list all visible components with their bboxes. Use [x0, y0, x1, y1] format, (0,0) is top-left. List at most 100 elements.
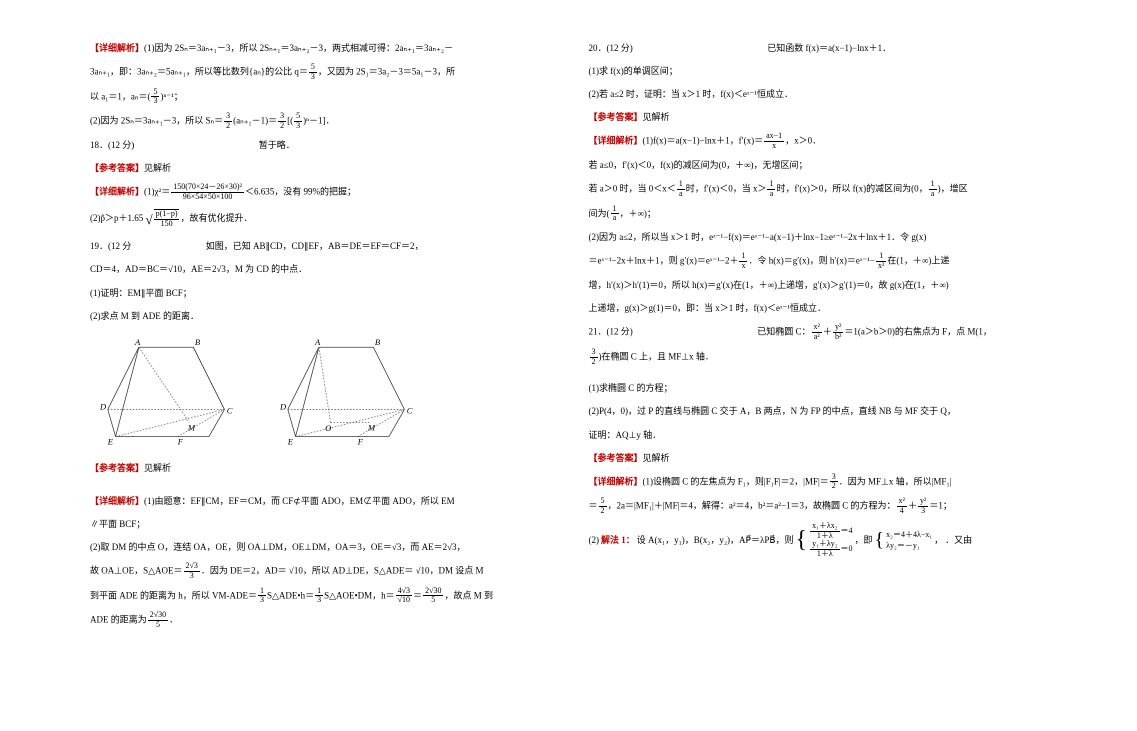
analysis-21: 【详细解析】(1)设椭圆 C 的左焦点为 F₁，则|F₁F|＝2，|MF|＝32…	[589, 473, 1028, 492]
frac-1-x: 1x	[739, 252, 747, 271]
frac: 52	[599, 497, 607, 516]
text: (2)P(4，0)，过 P 的直线与椭圆 C 交于 A，B 两点，N 为 FP …	[589, 403, 1028, 420]
svg-text:M: M	[367, 422, 376, 432]
frac: 2√305	[423, 587, 443, 606]
frac-3-2: 32	[278, 112, 286, 131]
analysis-17: 【详细解析】(1)因为 2Sₙ＝3aₙ₊₁－3，所以 2Sₙ₊₁＝3aₙ₊₂－3…	[90, 40, 529, 57]
frac-1-x2: 1x²	[876, 252, 886, 271]
text: 故 OA⊥OE，S△AOE＝2√33．因为 DE＝2，AD＝ √10，所以 AD…	[90, 562, 529, 581]
text: 若 a≤0，f′(x)＜0，f(x)的减区间为(0，＋∞)，无增区间；	[589, 157, 1028, 174]
question-20: 20．(12 分) 已知函数 f(x)＝a(x−1)−lnx＋1．	[589, 40, 1028, 57]
answer-18: 【参考答案】见解析	[90, 160, 529, 177]
text: ∥平面 BCF；	[90, 516, 529, 533]
svg-text:M: M	[187, 422, 196, 432]
text: (1)证明：EM∥平面 BCF；	[90, 285, 529, 302]
label-answer: 【参考答案】	[589, 112, 643, 122]
question-18: 18．(12 分) 暂于略．	[90, 137, 529, 154]
svg-text:O: O	[325, 423, 331, 433]
text: 以 a₁＝1，aₙ＝(53)ⁿ⁻¹；	[90, 88, 529, 107]
frac: y²b²	[833, 323, 843, 342]
text: 32)在椭圆 C 上，且 MF⊥x 轴．	[589, 348, 1028, 367]
svg-text:E: E	[107, 436, 114, 445]
text: (1)求 f(x)的单调区间；	[589, 63, 1028, 80]
frac: 13	[258, 587, 266, 606]
answer-21: 【参考答案】见解析	[589, 450, 1028, 467]
label-answer: 【参考答案】	[90, 463, 144, 473]
label-analysis: 【详细解析】	[90, 186, 144, 196]
frac: 32	[830, 473, 838, 492]
analysis-18: 【详细解析】(1)χ²＝150(70×24－26×30)²96×54×50×10…	[90, 183, 529, 202]
equation-system-2: x₂＝4＋4λ−x₁ λy₂＝－y₁	[886, 529, 932, 551]
svg-text:A: A	[314, 337, 321, 347]
frac-1-a: 1a	[767, 180, 775, 199]
text: (2)p̂＞p＋1.65 √p(1−p)150，故有优化提升．	[90, 208, 529, 233]
text: ADE 的距离为2√305．	[90, 611, 529, 630]
text: 增，h′(x)＞h′(1)＝0，所以 h(x)＝g′(x)在(1，＋∞)上递增，…	[589, 277, 1028, 294]
svg-text:D: D	[100, 401, 107, 411]
frac-5-3: 53	[151, 88, 159, 107]
label-answer: 【参考答案】	[90, 163, 144, 173]
geometry-figures: A B D C E F M A B	[100, 335, 519, 445]
text: (2)若 a≤2 时，证明：当 x＞1 时，f(x)＜eˣ⁻¹恒成立．	[589, 86, 1028, 103]
label-analysis: 【详细解析】	[90, 43, 144, 53]
text: (2)取 DM 的中点 O，连结 OA，OE，则 OA⊥DM，OE⊥DM，OA＝…	[90, 539, 529, 556]
frac-3-2: 32	[224, 112, 232, 131]
svg-text:C: C	[407, 405, 413, 415]
frac: ax−1x	[764, 132, 784, 151]
svg-text:E: E	[287, 436, 294, 445]
frac-phat: p(1−p)150	[154, 209, 180, 229]
text: (1)因为 2Sₙ＝3aₙ₊₁－3，所以 2Sₙ₊₁＝3aₙ₊₂－3，两式相减可…	[144, 43, 453, 53]
text: 3aₙ₊₁，即：3aₙ₊₂＝5aₙ₊₁，所以等比数列{aₙ}的公比 q＝53，又…	[90, 63, 529, 82]
frac: x²4	[897, 497, 907, 516]
text: (2)因为 2Sₙ＝3aₙ₊₁－3，所以 Sₙ＝32(aₙ₊₁－1)＝32[(5…	[90, 112, 529, 131]
svg-text:A: A	[134, 337, 141, 347]
svg-text:F: F	[357, 436, 364, 445]
frac: x²a²	[812, 323, 822, 342]
svg-text:D: D	[280, 401, 287, 411]
frac: 4√3√10	[396, 587, 412, 606]
frac-1-a: 1a	[929, 180, 937, 199]
text: 若 a＞0 时，当 0＜x＜1a时，f′(x)＜0，当 x＞1a时，f′(x)＞…	[589, 180, 1028, 199]
frac-1-a: 1a	[677, 180, 685, 199]
svg-text:C: C	[227, 405, 233, 415]
answer-19: 【参考答案】见解析	[90, 460, 529, 477]
text: (2)因为 a≤2，所以当 x＞1 时，eˣ⁻¹−f(x)＝eˣ⁻¹−a(x−1…	[589, 229, 1028, 246]
frac: 32	[590, 348, 598, 367]
frac: 13	[315, 587, 323, 606]
frac: 2√33	[184, 562, 200, 581]
question-21: 21．(12 分) 已知椭圆 C：x²a²＋y²b²＝1(a＞b＞0)的右焦点为…	[589, 323, 1028, 342]
text: CD＝4，AD＝BC＝√10，AE＝2√3，M 为 CD 的中点．	[90, 261, 529, 278]
text: (2)求点 M 到 ADE 的距离．	[90, 308, 529, 325]
text: (1)求椭圆 C 的方程；	[589, 380, 1028, 397]
text: 上递增，g(x)＞g(1)＝0，即：当 x＞1 时，f(x)＜eˣ⁻¹恒成立．	[589, 300, 1028, 317]
text: 到平面 ADE 的距离为 h，所以 VM‐ADE＝13S△ADE•h＝13S△A…	[90, 587, 529, 606]
question-19: 19．(12 分 如图，已知 AB∥CD，CD∥EF，AB＝DE＝EF＝CF＝2…	[90, 238, 529, 255]
frac-5-3: 53	[309, 63, 317, 82]
equation-system-1: x₁＋λx₂1＋λ＝4 y₁＋λy₂1＋λ＝0	[809, 522, 852, 559]
label-analysis: 【详细解析】	[589, 136, 643, 146]
frac-5-3: 53	[294, 112, 302, 131]
frac: y²3	[918, 497, 928, 516]
frac-chi2: 150(70×24－26×30)²96×54×50×100	[171, 183, 244, 202]
analysis-20: 【详细解析】(1)f(x)＝a(x−1)−lnx＋1，f′(x)＝ax−1x，x…	[589, 132, 1028, 151]
text: ＝eˣ⁻¹−2x＋lnx＋1，则 g′(x)＝eˣ⁻¹−2＋1x．令 h(x)＝…	[589, 252, 1028, 271]
label-solution: 解法 1：	[601, 532, 635, 549]
label-analysis: 【详细解析】	[589, 476, 643, 486]
text: 证明：AQ⊥y 轴．	[589, 427, 1028, 444]
analysis-19: 【详细解析】(1)由题意：EF∥CM，EF＝CM，而 CF⊄平面 ADO，EM⊄…	[90, 493, 529, 510]
text: ＝52，2a＝|MF₁|＋|MF|＝4，解得：a²＝4，b²＝a²−1＝3，故椭…	[589, 497, 1028, 516]
left-column: 【详细解析】(1)因为 2Sₙ＝3aₙ₊₁－3，所以 2Sₙ₊₁＝3aₙ₊₂－3…	[90, 40, 589, 691]
figure-left: A B D C E F M	[100, 335, 240, 445]
svg-text:F: F	[177, 436, 184, 445]
right-column: 20．(12 分) 已知函数 f(x)＝a(x−1)−lnx＋1． (1)求 f…	[589, 40, 1088, 691]
frac-1-a: 1a	[611, 205, 619, 224]
svg-text:B: B	[375, 337, 381, 347]
frac: 2√305	[148, 611, 168, 630]
figure-right: A B D C E F O M	[280, 335, 420, 445]
label-answer: 【参考答案】	[589, 453, 643, 463]
answer-20: 【参考答案】见解析	[589, 109, 1028, 126]
text: (2)解法 1：设 A(x₁，y₁)，B(x₂，y₂)，AP⃗＝λPB⃗，则 {…	[589, 522, 1028, 559]
text: 间为(1a，＋∞)；	[589, 205, 1028, 224]
svg-text:B: B	[195, 337, 201, 347]
label-analysis: 【详细解析】	[90, 496, 144, 506]
